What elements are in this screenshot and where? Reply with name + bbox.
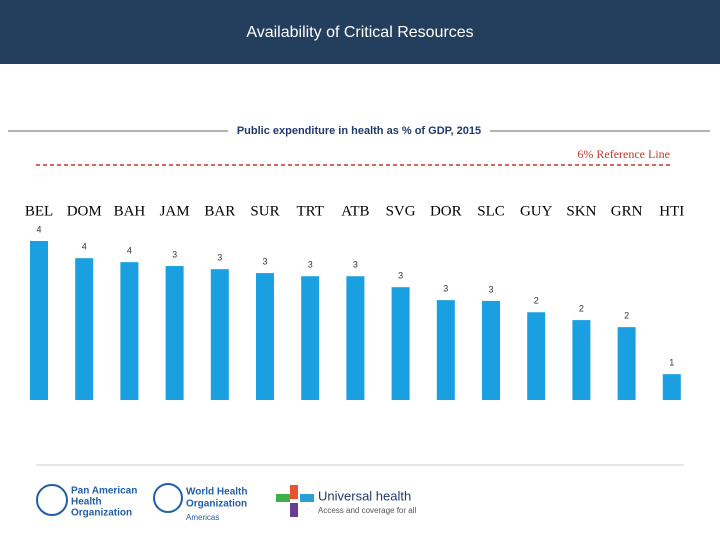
value-label: 3 (172, 249, 177, 259)
who-logo: World Health Organization Americas (153, 483, 247, 522)
paho-text: Pan American (71, 486, 137, 497)
value-label: 4 (82, 242, 87, 252)
who-text: World Health (186, 487, 247, 498)
value-label: 3 (488, 284, 493, 294)
category-label: SUR (250, 203, 279, 219)
bar (120, 262, 139, 400)
category-label: SKN (566, 203, 596, 219)
value-label: 3 (443, 284, 448, 294)
paho-text: Organization (71, 508, 132, 519)
who-text: Americas (186, 513, 219, 522)
header-bar (0, 0, 720, 64)
who-text: Organization (186, 499, 247, 510)
reference-label: 6% Reference Line (577, 147, 670, 161)
category-label: SVG (386, 203, 416, 219)
value-label: 3 (308, 260, 313, 270)
category-label: JAM (160, 203, 190, 219)
value-label: 2 (579, 303, 584, 313)
category-label: BAR (204, 203, 235, 219)
value-label: 4 (127, 246, 132, 256)
uh-text: Access and coverage for all (318, 506, 416, 515)
bar (346, 276, 365, 400)
value-label: 3 (353, 260, 358, 270)
bar (256, 273, 274, 400)
category-label: SLC (477, 203, 505, 219)
bar (75, 258, 94, 400)
bar (662, 374, 681, 400)
uh-emblem (276, 494, 290, 502)
bar (572, 320, 591, 400)
bar (617, 327, 636, 400)
slide-title: Availability of Critical Resources (246, 24, 473, 41)
category-label: TRT (296, 203, 323, 219)
value-label: 3 (398, 271, 403, 281)
value-label: 3 (262, 256, 267, 266)
bar (30, 240, 48, 400)
category-label: GRN (611, 203, 643, 219)
value-label: 2 (624, 311, 629, 321)
value-label: 3 (217, 253, 222, 263)
paho-logo: Pan American Health Organization (36, 484, 137, 519)
bar (301, 276, 320, 400)
category-label: GUY (520, 203, 553, 219)
bar (482, 300, 500, 400)
bar (436, 300, 455, 400)
bar (210, 269, 229, 400)
paho-text: Health (71, 497, 102, 508)
uh-logo: Universal health Access and coverage for… (276, 485, 416, 517)
uh-text: Universal health (318, 488, 411, 503)
who-emblem (153, 483, 183, 513)
category-label: DOM (67, 203, 102, 219)
uh-emblem (290, 503, 298, 517)
value-label: 4 (36, 224, 41, 234)
uh-emblem (290, 485, 298, 499)
category-label: DOR (430, 203, 462, 219)
bar (527, 312, 546, 400)
uh-emblem (300, 494, 314, 502)
bar (165, 266, 184, 400)
category-label: ATB (341, 203, 369, 219)
value-label: 1 (669, 358, 674, 368)
value-label: 2 (534, 296, 539, 306)
chart-title: Public expenditure in health as % of GDP… (237, 125, 481, 137)
paho-emblem (36, 484, 68, 516)
category-label: HTI (659, 203, 684, 219)
category-label: BAH (114, 203, 146, 219)
bar (391, 287, 410, 400)
category-label: BEL (25, 203, 53, 219)
